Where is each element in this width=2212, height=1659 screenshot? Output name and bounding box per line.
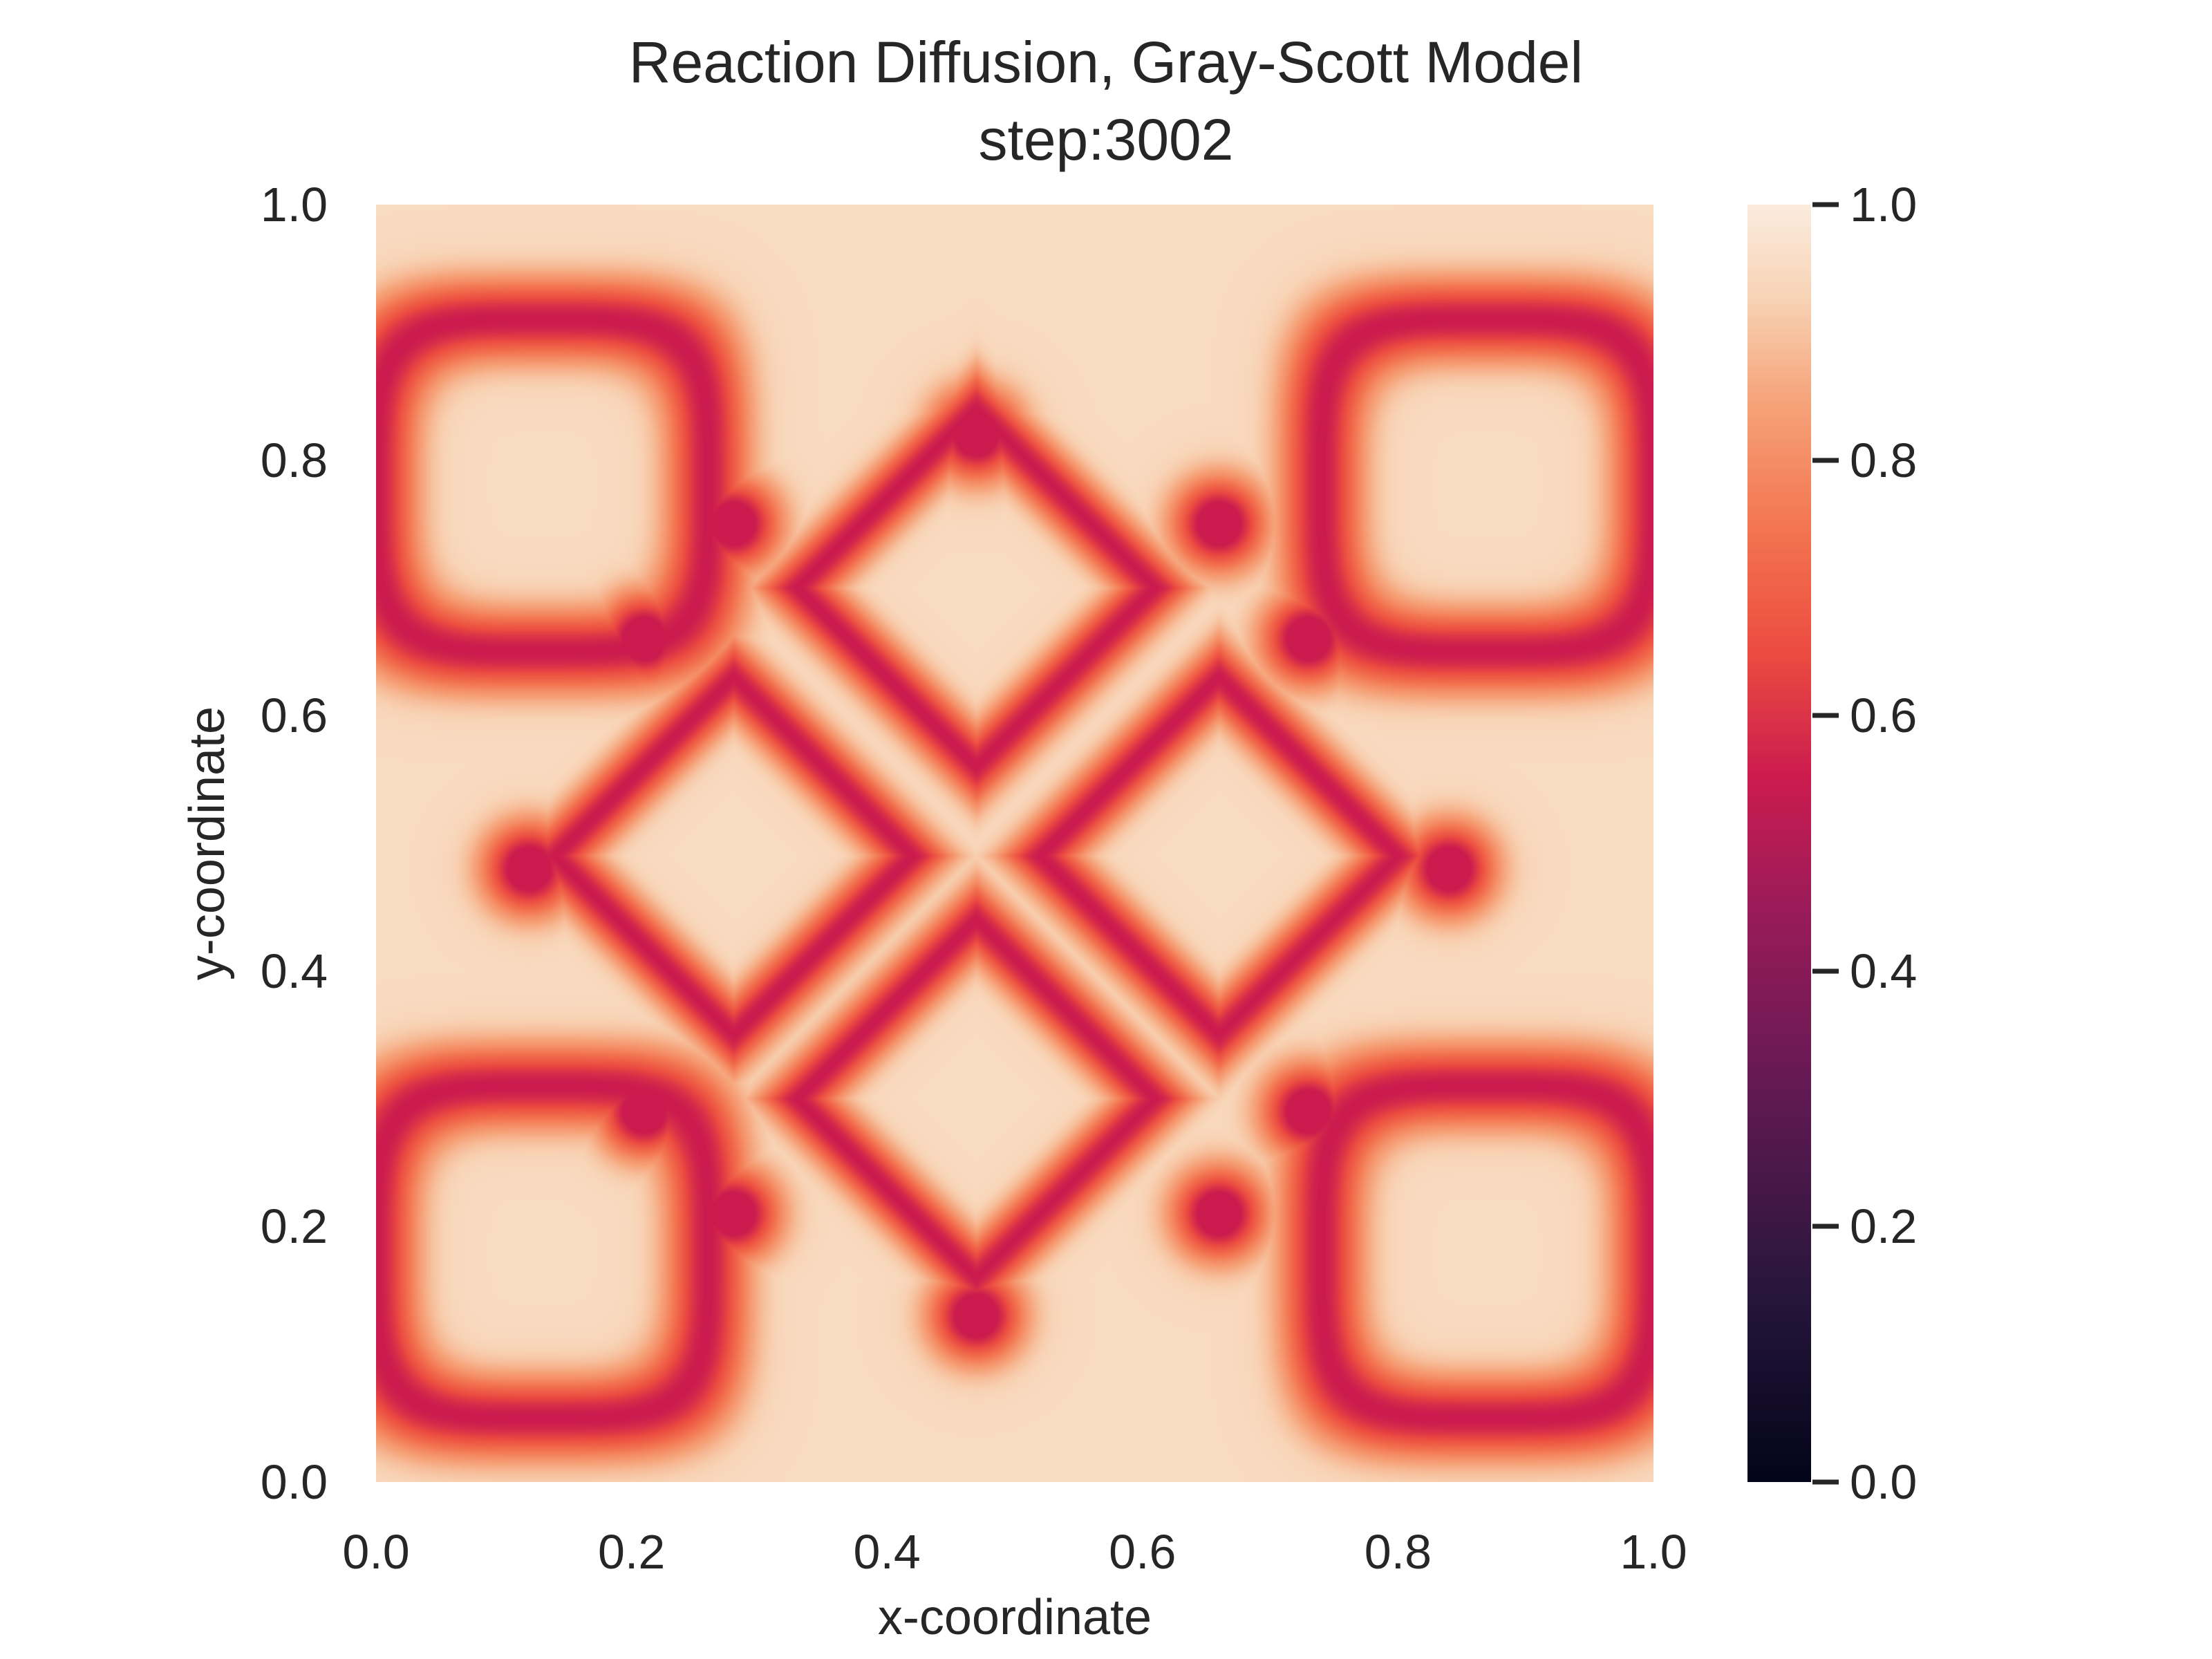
colorbar-tick-mark <box>1812 458 1839 463</box>
y-tick-label: 1.0 <box>260 178 328 232</box>
colorbar-tick-label: 0.4 <box>1850 944 1918 998</box>
colorbar-tick-label: 0.6 <box>1850 688 1918 743</box>
x-tick-label: 0.6 <box>1109 1525 1177 1579</box>
y-tick-label: 0.2 <box>260 1199 328 1254</box>
x-tick-label: 0.4 <box>853 1525 921 1579</box>
colorbar-tick-mark <box>1812 968 1839 974</box>
y-tick-label: 0.6 <box>260 688 328 743</box>
colorbar-tick-mark <box>1812 1224 1839 1229</box>
heatmap-plot-area <box>376 205 1653 1482</box>
x-tick-label: 0.2 <box>597 1525 666 1579</box>
colorbar-gradient <box>1747 205 1811 1482</box>
chart-title: Reaction Diffusion, Gray-Scott Model <box>628 30 1584 95</box>
colorbar-tick-label: 0.0 <box>1850 1455 1918 1509</box>
colorbar-tick-mark <box>1812 1479 1839 1485</box>
colorbar <box>1747 205 1811 1482</box>
x-axis-label: x-coordinate <box>877 1590 1152 1645</box>
x-tick-label: 1.0 <box>1620 1525 1687 1579</box>
y-tick-label: 0.0 <box>260 1455 328 1509</box>
colorbar-tick-mark <box>1812 202 1839 207</box>
y-axis-label: y-coordinate <box>180 706 235 981</box>
heatmap-field <box>376 205 1653 1482</box>
colorbar-tick-label: 1.0 <box>1850 178 1918 232</box>
chart-subtitle: step:3002 <box>978 107 1234 172</box>
colorbar-tick-mark <box>1812 713 1839 718</box>
x-tick-label: 0.0 <box>342 1525 410 1579</box>
y-tick-label: 0.8 <box>260 433 328 487</box>
x-tick-label: 0.8 <box>1364 1525 1432 1579</box>
y-tick-label: 0.4 <box>260 944 328 998</box>
colorbar-tick-label: 0.8 <box>1850 433 1918 487</box>
colorbar-tick-label: 0.2 <box>1850 1199 1918 1254</box>
